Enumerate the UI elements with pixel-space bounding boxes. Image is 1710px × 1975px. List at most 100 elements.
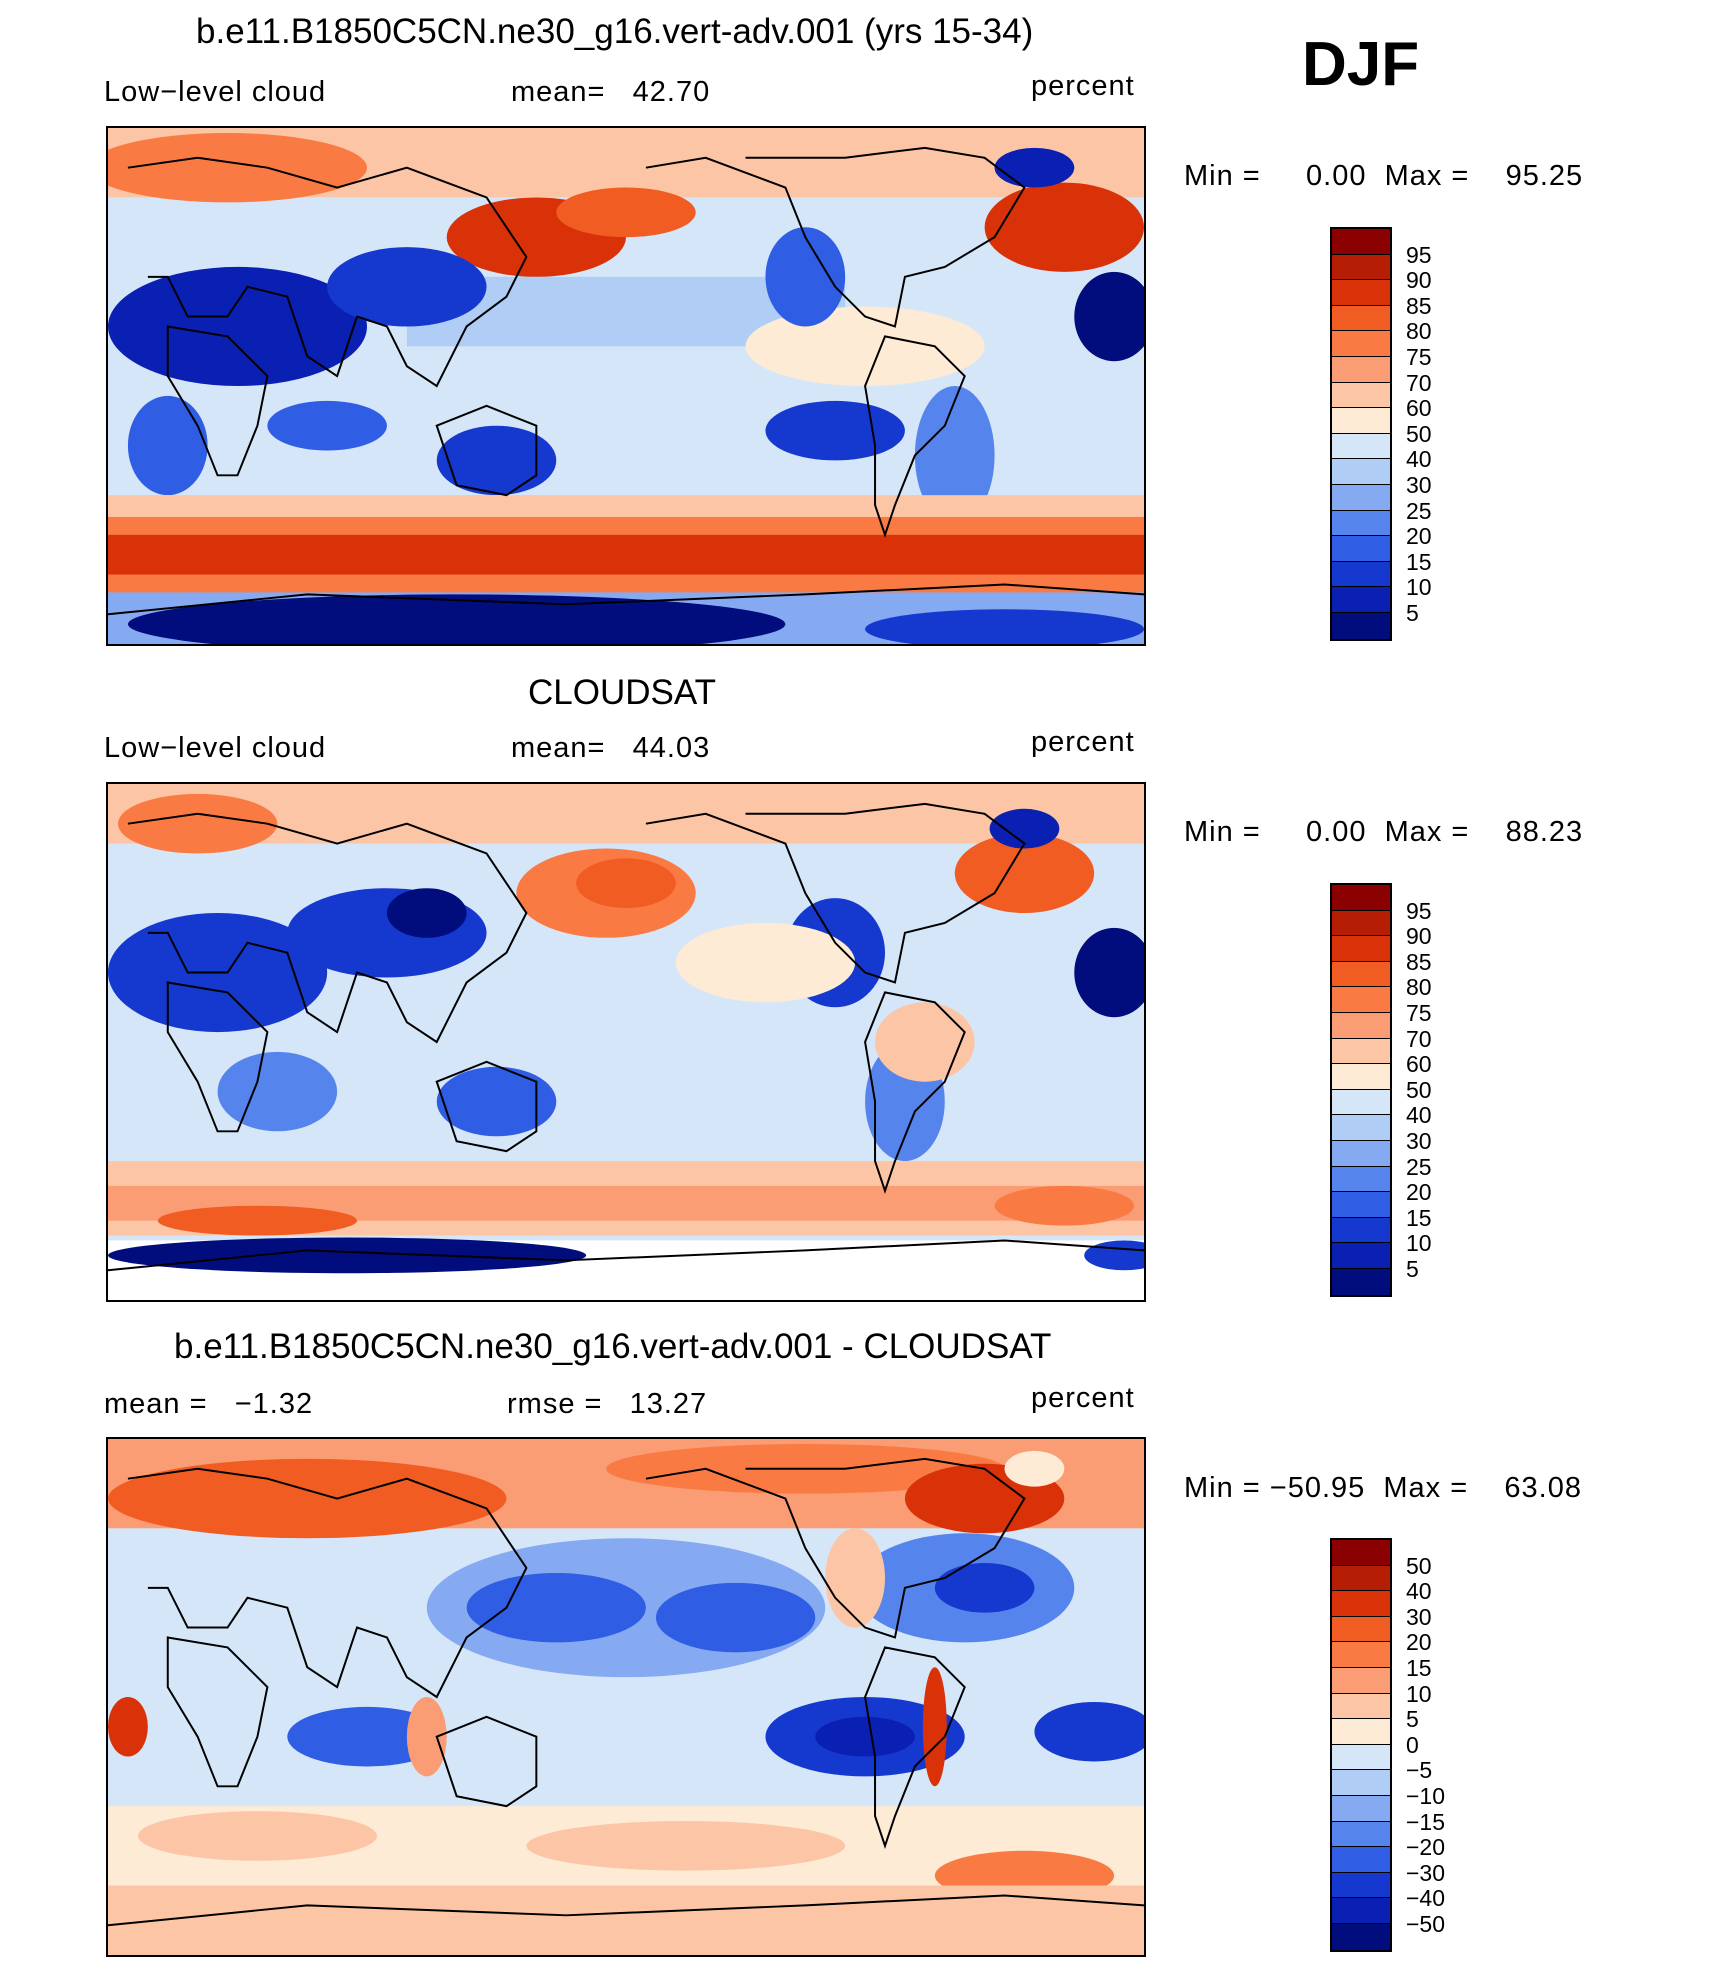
panel-2-minmax: Min = 0.00 Max = 88.23 [1184, 816, 1584, 848]
colorbar-swatch [1332, 1166, 1390, 1193]
colorbar-swatch [1332, 305, 1390, 332]
colorbar-tick-label: 95 [1406, 897, 1432, 924]
colorbar-tick-label: 50 [1406, 420, 1432, 447]
colorbar-tick-label: −5 [1406, 1757, 1433, 1784]
colorbar-swatch [1332, 433, 1390, 460]
colorbar-tick-label: −40 [1406, 1885, 1446, 1912]
colorbar-swatch [1332, 484, 1390, 511]
colorbar-swatch [1332, 987, 1390, 1013]
colorbar-swatch [1332, 382, 1390, 409]
colorbar-swatch [1332, 587, 1390, 613]
colorbar-swatch [1332, 1898, 1390, 1924]
colorbar-swatch [1332, 408, 1390, 434]
colorbar-swatch [1332, 356, 1390, 383]
colorbar-swatch [1332, 1616, 1390, 1643]
panel-1-colorbar [1330, 227, 1392, 641]
colorbar-swatch [1332, 254, 1390, 281]
panel-3-units-label: percent [1031, 1382, 1135, 1414]
panel-3-rmse-label: rmse = 13.27 [507, 1388, 708, 1420]
panel-1-map-field [108, 128, 1144, 644]
colorbar-swatch [1332, 961, 1390, 988]
colorbar-tick-label: 75 [1406, 1000, 1432, 1026]
panel-3-minmax: Min = −50.95 Max = 63.08 [1184, 1472, 1582, 1504]
panel-1-left-label: Low−level cloud [104, 76, 327, 108]
colorbar-swatch [1332, 1744, 1390, 1771]
colorbar-tick-label: 15 [1406, 1204, 1432, 1231]
colorbar-tick-label: 15 [1406, 548, 1432, 575]
season-label: DJF [1302, 30, 1420, 99]
colorbar-tick-label: 10 [1406, 574, 1432, 601]
colorbar-swatch [1332, 612, 1390, 639]
colorbar-tick-label: 30 [1406, 1603, 1432, 1630]
colorbar-swatch [1332, 1667, 1390, 1694]
colorbar-swatch [1332, 1770, 1390, 1796]
colorbar-tick-label: 80 [1406, 318, 1432, 345]
colorbar-tick-label: 80 [1406, 974, 1432, 1001]
colorbar-swatch [1332, 1565, 1390, 1592]
colorbar-tick-label: −50 [1406, 1911, 1446, 1937]
colorbar-tick-label: 60 [1406, 1051, 1432, 1078]
colorbar-swatch [1332, 1540, 1390, 1566]
panel-2-map-field [108, 784, 1144, 1300]
colorbar-swatch [1332, 1243, 1390, 1269]
colorbar-tick-label: 40 [1406, 1102, 1432, 1129]
colorbar-swatch [1332, 331, 1390, 357]
colorbar-tick-label: 5 [1406, 1706, 1419, 1733]
colorbar-swatch [1332, 910, 1390, 937]
colorbar-tick-label: −20 [1406, 1834, 1446, 1861]
colorbar-tick-label: 90 [1406, 267, 1432, 294]
panel-2-units-label: percent [1031, 726, 1135, 758]
colorbar-tick-label: 25 [1406, 1153, 1432, 1180]
colorbar-tick-label: 30 [1406, 472, 1432, 498]
colorbar-swatch [1332, 1642, 1390, 1668]
colorbar-tick-label: 95 [1406, 241, 1432, 268]
colorbar-tick-label: 50 [1406, 1552, 1432, 1579]
colorbar-swatch [1332, 536, 1390, 562]
colorbar-tick-label: 75 [1406, 344, 1432, 370]
colorbar-tick-label: −15 [1406, 1808, 1446, 1835]
colorbar-swatch [1332, 1719, 1390, 1745]
panel-3-map [106, 1437, 1146, 1957]
colorbar-tick-label: 0 [1406, 1731, 1419, 1758]
colorbar-tick-label: 20 [1406, 1179, 1432, 1206]
colorbar-tick-label: 40 [1406, 446, 1432, 473]
panel-3-map-field [108, 1439, 1144, 1955]
colorbar-tick-label: 10 [1406, 1680, 1432, 1707]
colorbar-tick-label: −30 [1406, 1859, 1446, 1886]
colorbar-swatch [1332, 1012, 1390, 1039]
panel-3-colorbar [1330, 1538, 1392, 1952]
panel-1-mean-label: mean= 42.70 [511, 76, 711, 108]
panel-1-minmax: Min = 0.00 Max = 95.25 [1184, 160, 1584, 192]
colorbar-tick-label: 10 [1406, 1230, 1432, 1257]
colorbar-swatch [1332, 459, 1390, 485]
colorbar-swatch [1332, 936, 1390, 962]
colorbar-swatch [1332, 561, 1390, 588]
colorbar-swatch [1332, 1115, 1390, 1141]
colorbar-tick-label: 70 [1406, 1025, 1432, 1052]
panel-1-title: b.e11.B1850C5CN.ne30_g16.vert-adv.001 (y… [196, 12, 1034, 51]
colorbar-tick-label: 20 [1406, 1629, 1432, 1656]
panel-2-left-label: Low−level cloud [104, 732, 327, 764]
colorbar-tick-label: 85 [1406, 292, 1432, 319]
colorbar-swatch [1332, 1591, 1390, 1617]
colorbar-tick-label: 30 [1406, 1128, 1432, 1154]
colorbar-swatch [1332, 1847, 1390, 1873]
colorbar-tick-label: 50 [1406, 1076, 1432, 1103]
colorbar-tick-label: 70 [1406, 369, 1432, 396]
colorbar-swatch [1332, 1693, 1390, 1720]
panel-2-title: CLOUDSAT [528, 673, 716, 712]
panel-1-map [106, 126, 1146, 646]
colorbar-swatch [1332, 1140, 1390, 1167]
panel-2-map [106, 782, 1146, 1302]
colorbar-tick-label: 15 [1406, 1655, 1432, 1681]
panel-2-colorbar [1330, 883, 1392, 1297]
panel-3-left-label: mean = −1.32 [104, 1388, 314, 1420]
colorbar-swatch [1332, 1268, 1390, 1295]
colorbar-tick-label: 20 [1406, 523, 1432, 550]
colorbar-tick-label: 60 [1406, 395, 1432, 422]
colorbar-swatch [1332, 1872, 1390, 1899]
colorbar-swatch [1332, 1795, 1390, 1822]
colorbar-swatch [1332, 280, 1390, 306]
colorbar-swatch [1332, 1923, 1390, 1950]
colorbar-swatch [1332, 1064, 1390, 1090]
